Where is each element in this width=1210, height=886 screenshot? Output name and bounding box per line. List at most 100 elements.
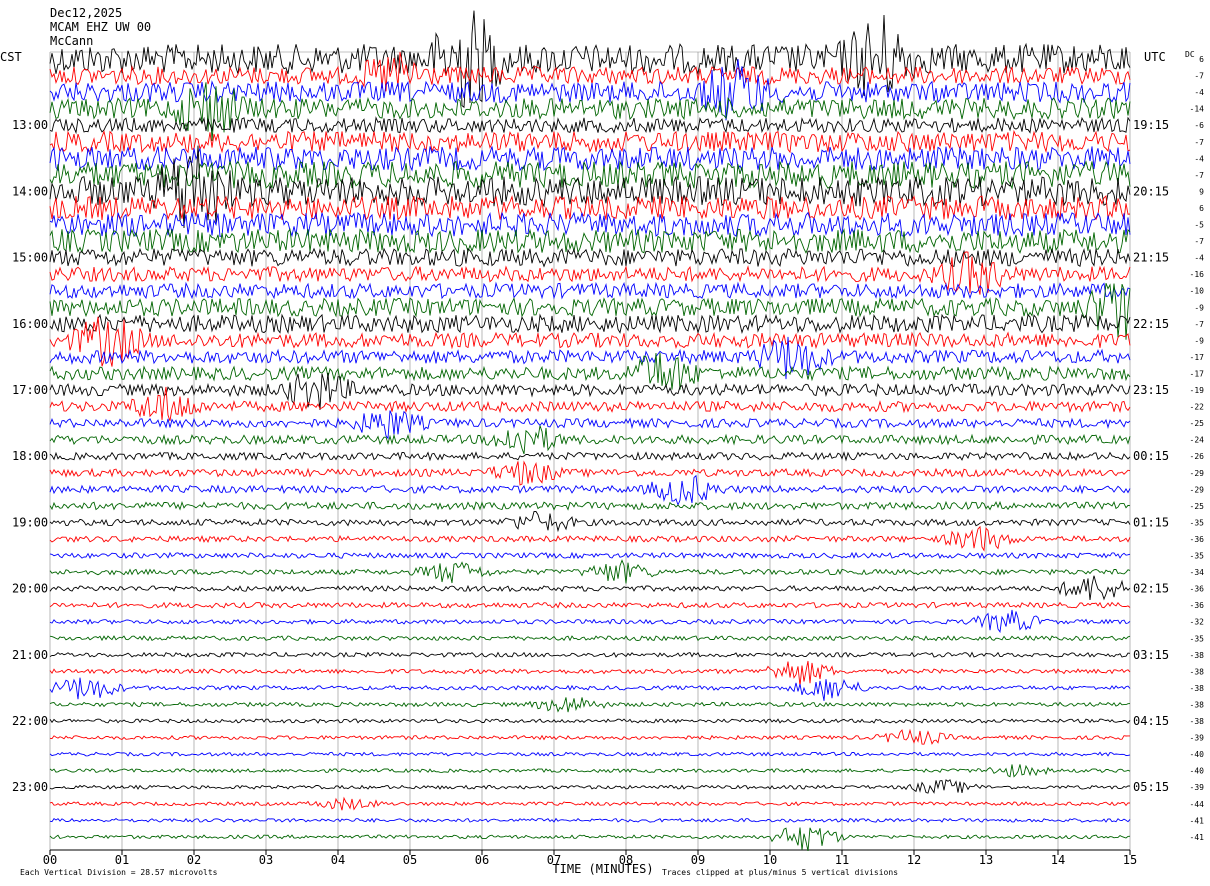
x-tick-label: 01 [115, 853, 129, 867]
dc-offset-value: -25 [1190, 419, 1205, 428]
dc-offset-value: -7 [1194, 72, 1204, 81]
utc-hour-label: 23:15 [1133, 383, 1169, 397]
seismic-trace [49, 51, 1131, 92]
seismic-trace [49, 129, 1131, 154]
seismic-trace [49, 211, 1131, 238]
seismic-trace [49, 796, 1131, 811]
dc-offset-value: -26 [1190, 452, 1205, 461]
dc-offset-value: 6 [1199, 55, 1204, 64]
utc-hour-label: 01:15 [1133, 515, 1169, 529]
utc-hour-label: 02:15 [1133, 582, 1169, 596]
dc-offset-value: -14 [1190, 105, 1205, 114]
seismic-trace [49, 59, 1131, 121]
dc-offset-value: -7 [1194, 237, 1204, 246]
dc-offset-value: -7 [1194, 171, 1204, 180]
dc-offset-value: -40 [1190, 767, 1205, 776]
seismic-trace [49, 551, 1131, 560]
dc-offset-value: -29 [1190, 485, 1205, 494]
dc-offset-labels: 6 -7 -4 -14 -6 -7 -4 -7 9 6 -5 -7 -4 -16 -10 -9 -7 -9 -17 -… [1190, 55, 1205, 842]
seismic-trace [49, 313, 1131, 335]
x-tick-label: 07 [547, 853, 561, 867]
dc-offset-value: -4 [1194, 154, 1204, 163]
x-tick-label: 00 [43, 853, 57, 867]
dc-offset-value: -36 [1190, 535, 1205, 544]
dc-offset-value: -38 [1190, 700, 1205, 709]
utc-hour-label: 03:15 [1133, 648, 1169, 662]
utc-hour-label: 04:15 [1133, 714, 1169, 728]
cst-hour-label: 20:00 [12, 582, 48, 596]
dc-offset-value: -22 [1190, 403, 1205, 412]
seismic-trace [49, 159, 1131, 190]
cst-hour-labels: 13:00 14:00 15:00 16:00 17:00 18:00 19:00 20:00… [12, 118, 48, 794]
x-tick-label: 08 [619, 853, 633, 867]
seismic-trace [49, 817, 1131, 823]
dc-offset-value: -39 [1190, 783, 1205, 792]
dc-offset-value: 6 [1199, 204, 1204, 213]
dc-label: DC [1185, 50, 1195, 59]
x-tick-label: 12 [907, 853, 921, 867]
seismic-trace [49, 410, 1131, 440]
right-axis-label: UTC [1144, 50, 1166, 64]
dc-offset-value: -19 [1190, 386, 1205, 395]
seismic-trace [49, 474, 1131, 507]
utc-hour-label: 19:15 [1133, 118, 1169, 132]
seismic-trace [49, 386, 1131, 421]
seismic-trace [49, 460, 1131, 486]
seismic-trace [49, 145, 1131, 229]
cst-hour-label: 21:00 [12, 648, 48, 662]
minute-grid [49, 51, 1131, 851]
x-tick-label: 11 [835, 853, 849, 867]
cst-hour-label: 16:00 [12, 317, 48, 331]
seismic-trace [49, 525, 1131, 552]
x-tick-label: 04 [331, 853, 345, 867]
seismic-trace [49, 451, 1131, 462]
seismic-trace [49, 764, 1131, 778]
seismic-trace [49, 336, 1131, 380]
dc-offset-value: -9 [1194, 303, 1204, 312]
dc-offset-value: -35 [1190, 634, 1205, 643]
utc-hour-label: 22:15 [1133, 317, 1169, 331]
dc-offset-value: -38 [1190, 717, 1205, 726]
dc-offset-value: -17 [1190, 369, 1205, 378]
dc-offset-value: -17 [1190, 353, 1205, 362]
seismic-trace [49, 281, 1131, 300]
header-name: McCann [50, 34, 93, 48]
seismic-trace [49, 82, 1131, 142]
seismic-trace [49, 751, 1131, 757]
dc-offset-value: -38 [1190, 684, 1205, 693]
dc-offset-value: -38 [1190, 651, 1205, 660]
dc-offset-value: -24 [1190, 436, 1205, 445]
x-tick-label: 09 [691, 853, 705, 867]
cst-hour-label: 19:00 [12, 515, 48, 529]
dc-offset-value: -25 [1190, 502, 1205, 511]
dc-offset-value: -34 [1190, 568, 1205, 577]
x-tick-label: 13 [979, 853, 993, 867]
x-tick-label: 14 [1051, 853, 1065, 867]
seismic-trace [49, 500, 1131, 511]
seismic-trace [49, 116, 1131, 135]
dc-offset-value: -38 [1190, 667, 1205, 676]
seismic-trace [49, 283, 1131, 340]
dc-offset-value: -6 [1194, 121, 1204, 130]
cst-hour-label: 15:00 [12, 251, 48, 265]
seismic-trace [49, 195, 1131, 221]
dc-offset-value: -39 [1190, 734, 1205, 743]
utc-hour-label: 05:15 [1133, 780, 1169, 794]
cst-hour-label: 13:00 [12, 118, 48, 132]
seismic-trace [49, 251, 1131, 295]
clip-note: Traces clipped at plus/minus 5 vertical … [662, 868, 898, 877]
seismic-trace [49, 352, 1131, 390]
seismic-trace [49, 316, 1131, 367]
seismic-trace [49, 247, 1131, 268]
dc-offset-value: -7 [1194, 320, 1204, 329]
x-tick-label: 03 [259, 853, 273, 867]
dc-offset-value: -36 [1190, 601, 1205, 610]
x-tick-label: 10 [763, 853, 777, 867]
seismic-trace [49, 372, 1131, 410]
dc-offset-value: -41 [1190, 816, 1205, 825]
x-tick-label: 15 [1123, 853, 1137, 867]
left-axis-label: CST [0, 50, 22, 64]
dc-offset-value: -40 [1190, 750, 1205, 759]
header-station: MCAM EHZ UW 00 [50, 20, 151, 34]
